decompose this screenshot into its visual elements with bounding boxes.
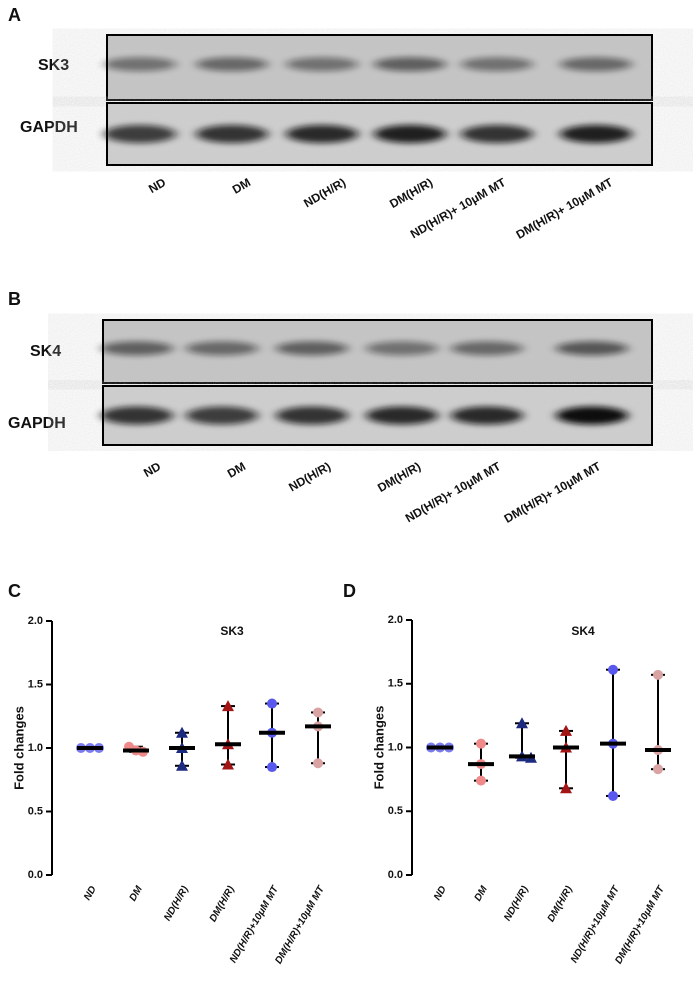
panel-label: A [8, 5, 21, 25]
x-tick-label: ND [432, 884, 449, 902]
panel-label: B [8, 289, 21, 309]
blot-band [101, 406, 173, 425]
lane-label: DM(H/R) [387, 175, 435, 211]
y-tick-label: 1.0 [28, 742, 43, 754]
blot-band [451, 341, 523, 356]
blot-band [196, 125, 268, 143]
x-tick-label: DM [128, 884, 146, 904]
blot-band [186, 341, 258, 356]
x-tick-label: DM(H/R) [208, 884, 238, 924]
data-point [222, 758, 234, 770]
data-point [176, 726, 188, 738]
blot-band [556, 406, 628, 425]
lane-label: ND [141, 459, 163, 480]
data-point [267, 762, 277, 773]
blot-band [276, 406, 348, 425]
blot-band [186, 406, 258, 425]
lane-label: DM [225, 459, 248, 480]
data-point [476, 775, 486, 786]
x-tick-label: ND(H/R)+10μM MT [569, 884, 622, 965]
blot-band [374, 57, 446, 72]
lane-label: ND(H/R) [286, 459, 333, 494]
x-tick-label: ND(H/R)+10μM MT [228, 884, 281, 965]
x-tick-label: ND(H/R) [162, 884, 191, 923]
data-point [608, 664, 618, 675]
data-point [560, 724, 572, 736]
blot-band [276, 341, 348, 356]
data-point [267, 698, 277, 709]
blot-band [196, 57, 268, 72]
y-axis-label: Fold changes [371, 706, 386, 790]
x-tick-label: DM(H/R)+10μM MT [613, 884, 667, 966]
blot-band [461, 57, 533, 72]
y-tick-label: 0.5 [28, 805, 43, 817]
data-point [176, 759, 188, 771]
y-tick-label: 1.5 [388, 678, 403, 690]
lane-label: DM(H/R)+ 10μM MT [502, 459, 604, 526]
x-tick-label: DM(H/R)+10μM MT [273, 884, 327, 966]
blot-band [286, 125, 358, 143]
data-point [313, 707, 323, 718]
blot-band [286, 57, 358, 72]
lane-label: ND [146, 175, 168, 196]
data-point [476, 738, 486, 749]
blot-frame [102, 319, 653, 384]
blot-band [104, 125, 176, 143]
y-tick-label: 0.5 [388, 805, 403, 817]
data-point [653, 764, 663, 775]
data-point [608, 790, 618, 801]
blot-band [556, 341, 628, 356]
blot-band [366, 341, 438, 356]
y-axis-label: Fold changes [11, 706, 26, 790]
data-point [516, 717, 528, 729]
y-tick-label: 1.0 [388, 741, 403, 753]
chart-title: SK3 [220, 624, 244, 638]
blot-band [560, 57, 632, 72]
x-tick-label: ND(H/R) [502, 884, 531, 923]
blot-band [366, 406, 438, 425]
panel-label: C [8, 581, 21, 601]
lane-label: DM(H/R) [375, 459, 423, 495]
data-point [653, 669, 663, 680]
blot-band [104, 57, 176, 72]
blot-frame [102, 385, 653, 446]
lane-label: DM(H/R)+ 10μM MT [514, 175, 616, 242]
data-point [560, 782, 572, 794]
blot-band [451, 406, 523, 425]
blot-band [101, 341, 173, 356]
blot-band [374, 125, 446, 143]
data-point [313, 758, 323, 769]
y-tick-label: 1.5 [28, 678, 43, 690]
blot-row-label: SK3 [38, 57, 69, 74]
y-tick-label: 2.0 [28, 615, 43, 627]
blot-row-label: GAPDH [8, 415, 66, 432]
blot-band [461, 125, 533, 143]
data-point [222, 700, 234, 712]
y-tick-label: 0.0 [388, 869, 403, 881]
blot-band [560, 125, 632, 143]
x-tick-label: DM(H/R) [546, 884, 576, 924]
lane-label: DM [230, 175, 253, 196]
blot-frame [106, 34, 653, 101]
x-tick-label: DM [473, 884, 491, 904]
blot-frame [106, 102, 653, 166]
blot-row-label: SK4 [30, 343, 61, 360]
y-tick-label: 2.0 [388, 614, 403, 626]
blot-row-label: GAPDH [20, 119, 78, 136]
y-tick-label: 0.0 [28, 869, 43, 881]
chart-title: SK4 [571, 624, 595, 638]
panel-label: D [343, 581, 356, 601]
x-tick-label: ND [82, 884, 99, 902]
lane-label: ND(H/R) [301, 175, 348, 210]
